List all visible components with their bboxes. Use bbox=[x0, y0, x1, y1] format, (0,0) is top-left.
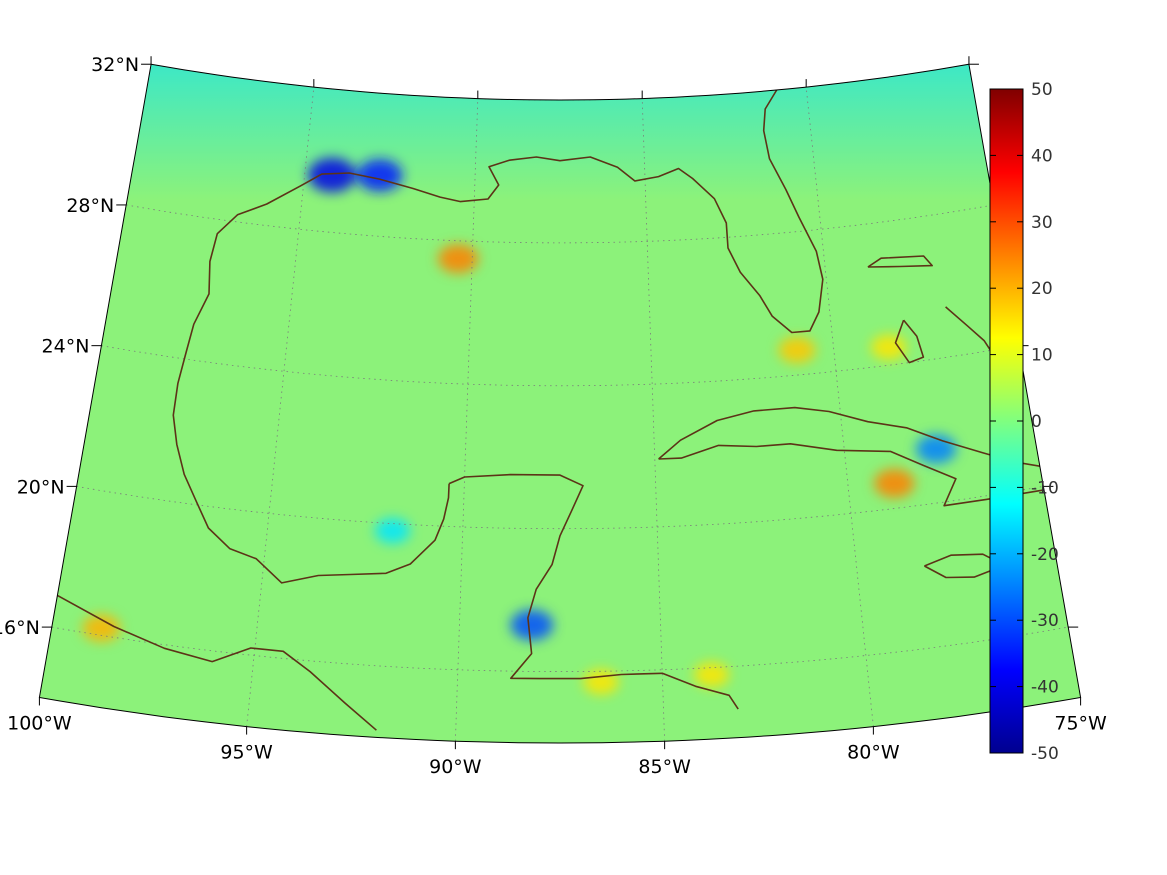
lon-tick-label: 85°W bbox=[638, 756, 691, 778]
longitude-labels: 100°W 95°W 90°W 85°W 80°W 75°W bbox=[7, 712, 1107, 778]
lat-tick-label: 32°N bbox=[91, 54, 139, 76]
lon-tick-label: 100°W bbox=[7, 712, 72, 734]
colorbar-tick-label: 0 bbox=[1031, 412, 1042, 432]
colorbar-tick-label: -10 bbox=[1031, 478, 1059, 498]
positive-anomaly-11 bbox=[82, 614, 121, 642]
lon-tick-label: 75°W bbox=[1054, 712, 1107, 734]
coastline-segment bbox=[1066, 467, 1081, 540]
colorbar: 50 40 30 20 10 0 -10 -20 -30 -40 -50 bbox=[989, 80, 1059, 764]
colorbar-tick-label: 20 bbox=[1031, 279, 1053, 299]
graticule bbox=[39, 64, 1081, 742]
lon-tick-label: 95°W bbox=[220, 742, 273, 764]
colorbar-tick-label: -50 bbox=[1031, 744, 1059, 764]
positive-anomaly-9 bbox=[583, 669, 619, 695]
coastline-segment bbox=[57, 594, 377, 731]
lat-tick-label: 24°N bbox=[42, 336, 90, 358]
lat-tick-label: 16°N bbox=[0, 617, 40, 639]
coastline-segment bbox=[867, 255, 933, 268]
lon-tick-label: 90°W bbox=[429, 756, 482, 778]
colorbar-tick-label: -30 bbox=[1031, 611, 1059, 631]
colorbar-tick-label: 50 bbox=[1031, 80, 1053, 100]
colorbar-tick-label: 30 bbox=[1031, 213, 1053, 233]
colorbar-tick-label: -20 bbox=[1031, 545, 1059, 565]
lon-tick-label: 80°W bbox=[847, 742, 900, 764]
negative-anomaly-4 bbox=[374, 518, 411, 544]
negative-anomaly-0 bbox=[308, 157, 357, 193]
positive-anomaly-10 bbox=[693, 662, 730, 688]
negative-anomaly-1 bbox=[357, 159, 403, 192]
positive-anomaly-5 bbox=[437, 244, 479, 274]
negative-anomaly-2 bbox=[510, 609, 554, 641]
lat-tick-label: 28°N bbox=[66, 195, 114, 217]
map-area bbox=[39, 64, 1081, 743]
colorbar-tick-label: 10 bbox=[1031, 346, 1053, 366]
lat-tick-label: 20°N bbox=[17, 476, 65, 498]
coastline-segment bbox=[172, 89, 824, 584]
colorbar-ticks: 50 40 30 20 10 0 -10 -20 -30 -40 -50 bbox=[990, 80, 1059, 764]
positive-anomaly-7 bbox=[778, 336, 816, 364]
positive-anomaly-6 bbox=[874, 468, 915, 498]
anomaly-field bbox=[39, 64, 1081, 743]
positive-anomaly-8 bbox=[870, 334, 907, 360]
coastline-segment bbox=[448, 473, 739, 710]
coastline-segment bbox=[894, 319, 925, 364]
latitude-labels: 32°N 28°N 24°N 20°N 16°N bbox=[0, 54, 139, 639]
parallel-line bbox=[76, 486, 1044, 530]
colorbar-tick-label: -40 bbox=[1031, 678, 1059, 698]
colorbar-tick-label: 40 bbox=[1031, 146, 1053, 166]
parallel-line bbox=[126, 204, 994, 244]
